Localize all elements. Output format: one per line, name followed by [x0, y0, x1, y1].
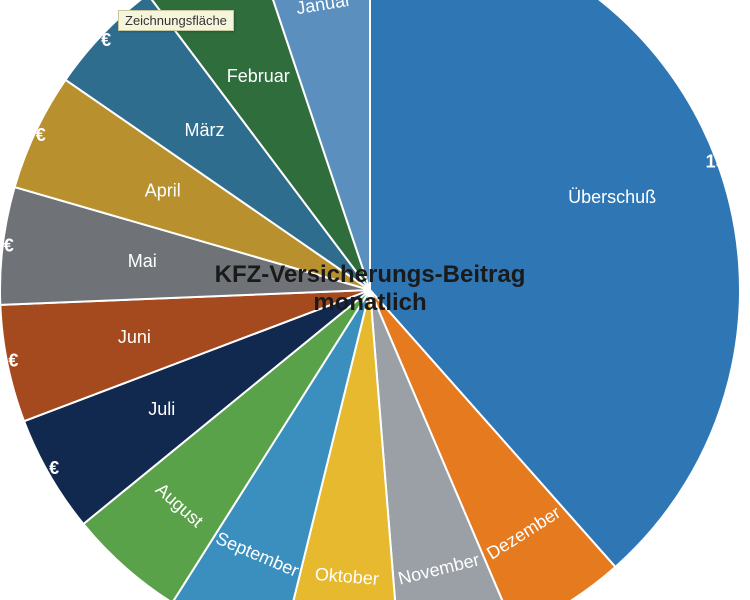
slice-name-label: Juli: [148, 399, 175, 419]
chart-title-line2: monatlich: [313, 289, 426, 316]
slice-value-label: 150 €: [706, 151, 750, 171]
chart-stage: Überschuß150 €Dezember20 €NovemberOktobe…: [0, 0, 750, 600]
slice-name-label: April: [145, 180, 181, 200]
slice-value-label: 20 €: [97, 567, 132, 587]
slice-name-label: März: [185, 120, 225, 140]
slice-name-label: Mai: [128, 251, 157, 271]
tooltip: Zeichnungsfläche: [118, 10, 234, 31]
slice-value-label: 20 €: [0, 351, 18, 371]
slice-name-label: Februar: [227, 66, 290, 86]
slice-name-label: Überschuß: [568, 187, 656, 207]
chart-title-line1: KFZ-Versicherungs-Beitrag: [215, 261, 526, 288]
slice-name-label: Juni: [118, 327, 151, 347]
pie-chart: Überschuß150 €Dezember20 €NovemberOktobe…: [0, 0, 750, 600]
slice-value-label: 20 €: [0, 235, 14, 255]
slice-value-label: 20 €: [24, 458, 59, 478]
slice-value-label: 20 €: [76, 30, 111, 50]
slice-value-label: 20 €: [11, 125, 46, 145]
